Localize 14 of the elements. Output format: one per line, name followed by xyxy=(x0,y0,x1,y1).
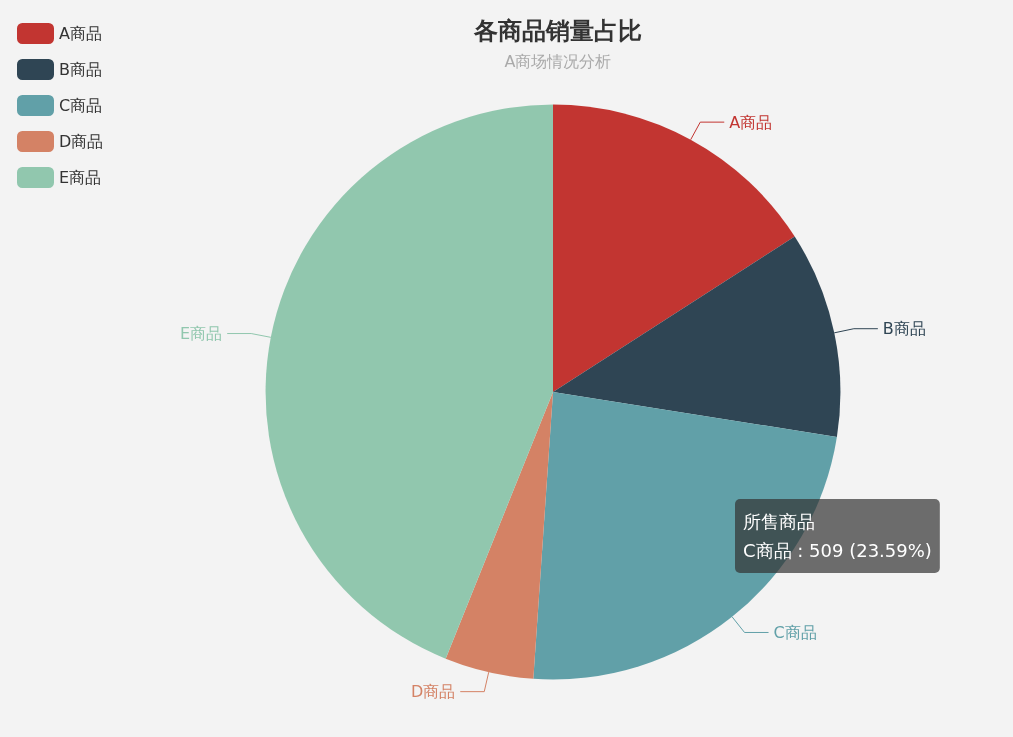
text: 所售商品 xyxy=(743,511,815,532)
legend-label: E商品 xyxy=(59,168,102,187)
slice-label: B商品 xyxy=(882,319,926,339)
slice-label: A商品 xyxy=(729,112,773,132)
slice-label: D商品 xyxy=(410,682,456,702)
slice-label: C商品 xyxy=(773,622,817,642)
legend-label: C商品 xyxy=(59,96,103,115)
legend-label: D商品 xyxy=(59,132,104,151)
slice-label: E商品 xyxy=(180,324,223,344)
legend-label: A商品 xyxy=(59,24,102,43)
legend-label: B商品 xyxy=(59,60,102,79)
chart-title: 各商品销量占比 xyxy=(473,17,642,45)
text: C商品 : 509 (23.59%) xyxy=(743,540,932,561)
text: A商场情况分析 xyxy=(504,51,612,71)
